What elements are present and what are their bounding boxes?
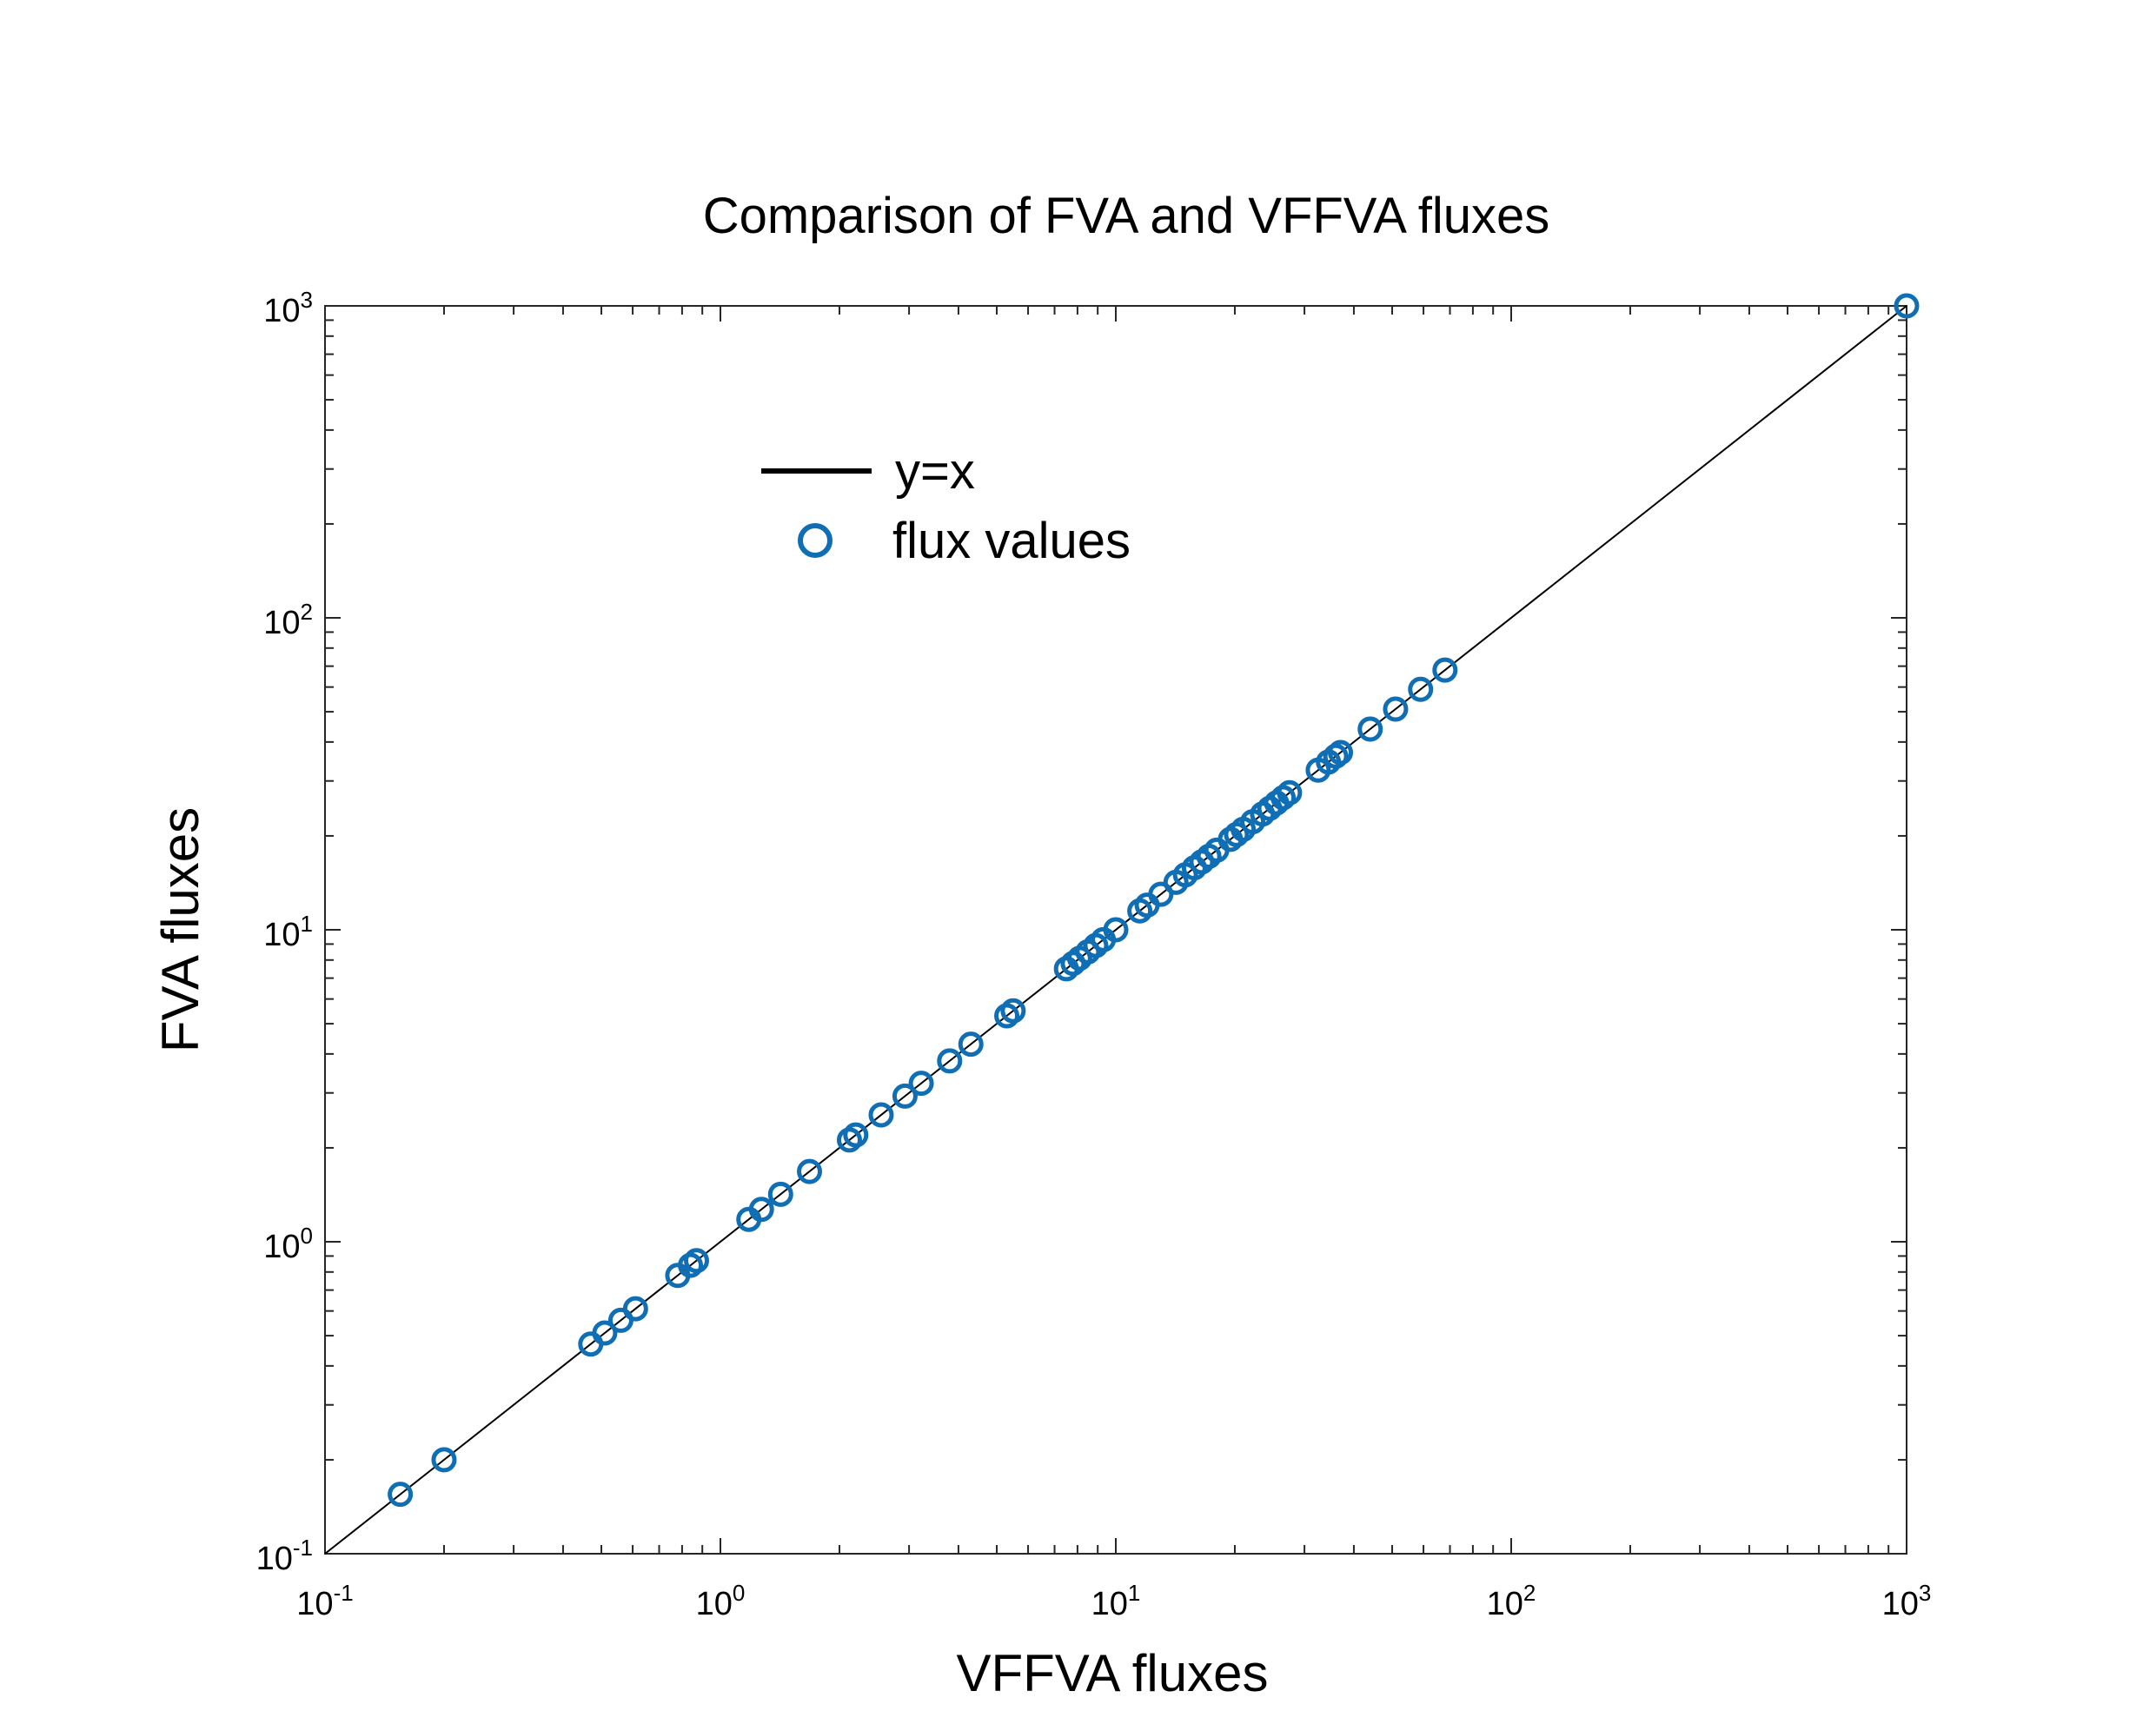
y-axis-label: FVA fluxes: [151, 807, 209, 1052]
flux-point: [1323, 743, 1349, 769]
x-tick-labels: 10-1 100 101 102 103: [296, 1580, 1931, 1622]
x-tick-label: 101: [1091, 1580, 1141, 1622]
y-tick-label: 10-1: [256, 1535, 313, 1577]
flux-point: [843, 1122, 869, 1148]
flux-point: [748, 1197, 774, 1223]
flux-point: [1408, 676, 1434, 702]
flux-point: [1148, 881, 1174, 907]
flux-point: [1894, 293, 1920, 319]
flux-point: [892, 1083, 918, 1109]
flux-point: [797, 1158, 823, 1184]
flux-point: [1328, 739, 1354, 766]
flux-point: [908, 1071, 934, 1097]
x-tick-label: 100: [696, 1580, 746, 1622]
scatter-points: [388, 293, 1920, 1508]
major-ticks: [324, 305, 1907, 1555]
flux-point: [1383, 696, 1409, 722]
flux-point: [592, 1320, 618, 1346]
series-line-y-equals-x: [324, 305, 1907, 1555]
y-tick-label: 103: [263, 287, 313, 329]
flux-point: [431, 1447, 457, 1473]
y-tick-label: 101: [263, 911, 313, 953]
flux-point: [388, 1482, 414, 1508]
flux-point: [622, 1296, 648, 1322]
legend-label-y-equals-x: y=x: [895, 443, 975, 500]
flux-point: [937, 1048, 963, 1074]
x-axis-label: VFFVA fluxes: [956, 1644, 1268, 1702]
flux-point: [868, 1102, 894, 1128]
flux-point: [1357, 716, 1383, 742]
flux-point: [767, 1181, 793, 1207]
flux-point: [1000, 998, 1026, 1024]
flux-point: [1277, 779, 1303, 806]
legend-label-flux-values: flux values: [892, 513, 1131, 569]
chart-title: Comparison of FVA and VFFVA fluxes: [703, 188, 1550, 244]
minor-ticks: [325, 306, 1907, 1554]
x-tick-label: 10-1: [296, 1580, 353, 1622]
x-tick-label: 102: [1487, 1580, 1536, 1622]
flux-point: [683, 1248, 709, 1274]
flux-point: [1103, 917, 1129, 943]
legend: y=x flux values: [761, 443, 1131, 569]
legend-marker-flux-values: [798, 523, 833, 558]
y-tick-label: 100: [263, 1223, 313, 1265]
flux-point: [958, 1031, 984, 1058]
y-tick-label: 102: [263, 599, 313, 641]
x-tick-label: 103: [1882, 1580, 1932, 1622]
flux-point: [1432, 657, 1458, 683]
y-tick-labels: 10-1 100 101 102 103: [256, 287, 313, 1577]
